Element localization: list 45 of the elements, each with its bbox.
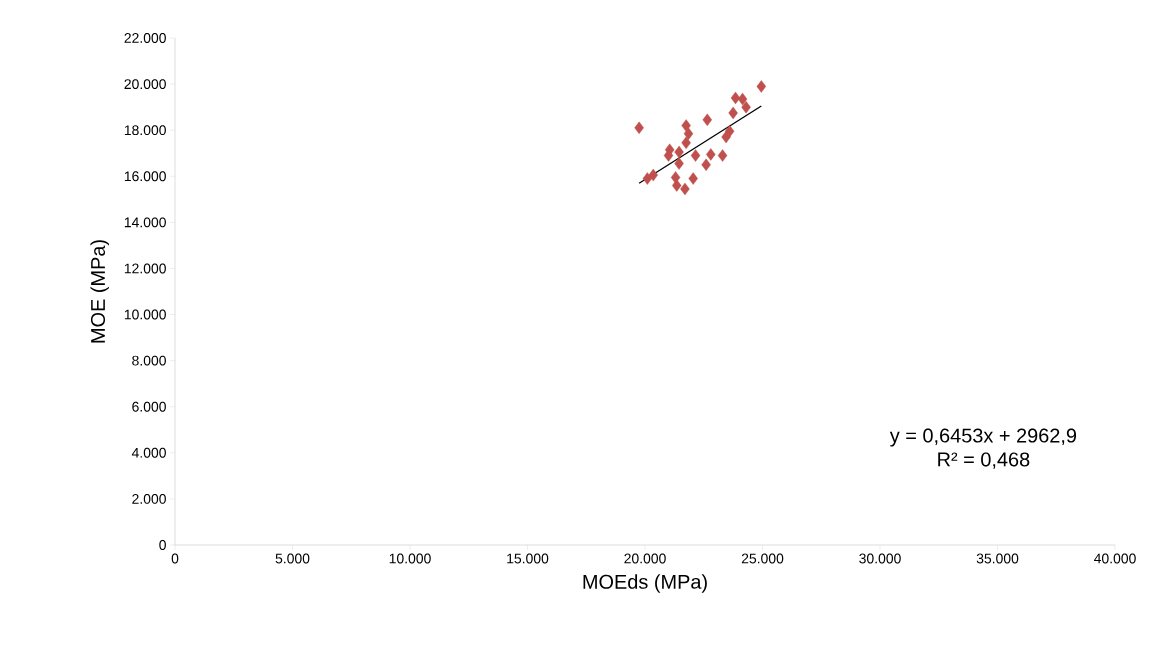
y-tick-label: 10.000 [124,309,166,320]
x-tick-label: 15.000 [507,553,549,564]
point [702,113,712,126]
x-tick-label: 40.000 [1093,553,1136,564]
y-tick-label: 6.000 [132,401,166,412]
point [674,145,684,159]
y-tick-label: 20.000 [124,79,166,90]
annotation: R² = 0,468 [938,452,1030,469]
point [634,121,644,135]
annotation: y = 0,6453x + 2962,9 [889,428,1077,447]
y-tick-label: 8.000 [132,355,166,366]
point [706,148,716,161]
point [681,136,691,150]
point [756,80,767,93]
y-tick-label: 18.000 [124,125,166,136]
x-tick-label: 35.000 [976,553,1019,564]
point [721,130,731,144]
point [674,157,684,170]
point [683,127,694,140]
x-tick-label: 5.000 [275,553,310,564]
y-tick-label: 2.000 [132,493,166,504]
point [717,149,728,162]
x-tick-label: 10.000 [389,553,431,564]
y-tick-label: 16.000 [124,171,166,182]
y-axis-title: MOE (MPa) [90,240,109,343]
point [672,179,682,192]
x-tick-label: 0 [171,553,179,564]
point [690,149,701,162]
point [688,172,698,185]
y-tick-label: 22.000 [124,33,166,43]
point [728,106,738,120]
x-tick-label: 20.000 [624,553,666,564]
point [701,158,711,171]
point [737,92,748,106]
point [680,182,690,196]
x-tick-label: 30.000 [859,553,901,564]
point [730,91,741,105]
y-tick-label: 4.000 [131,447,166,458]
point [648,168,658,182]
y-tick-label: 12.000 [124,263,166,274]
point [741,100,751,114]
y-tick-label: 0 [159,540,166,550]
y-tick-label: 14.000 [124,217,166,228]
x-tick-label: 25.000 [741,553,784,564]
x-axis-title: MOEds (MPa) [583,574,707,593]
